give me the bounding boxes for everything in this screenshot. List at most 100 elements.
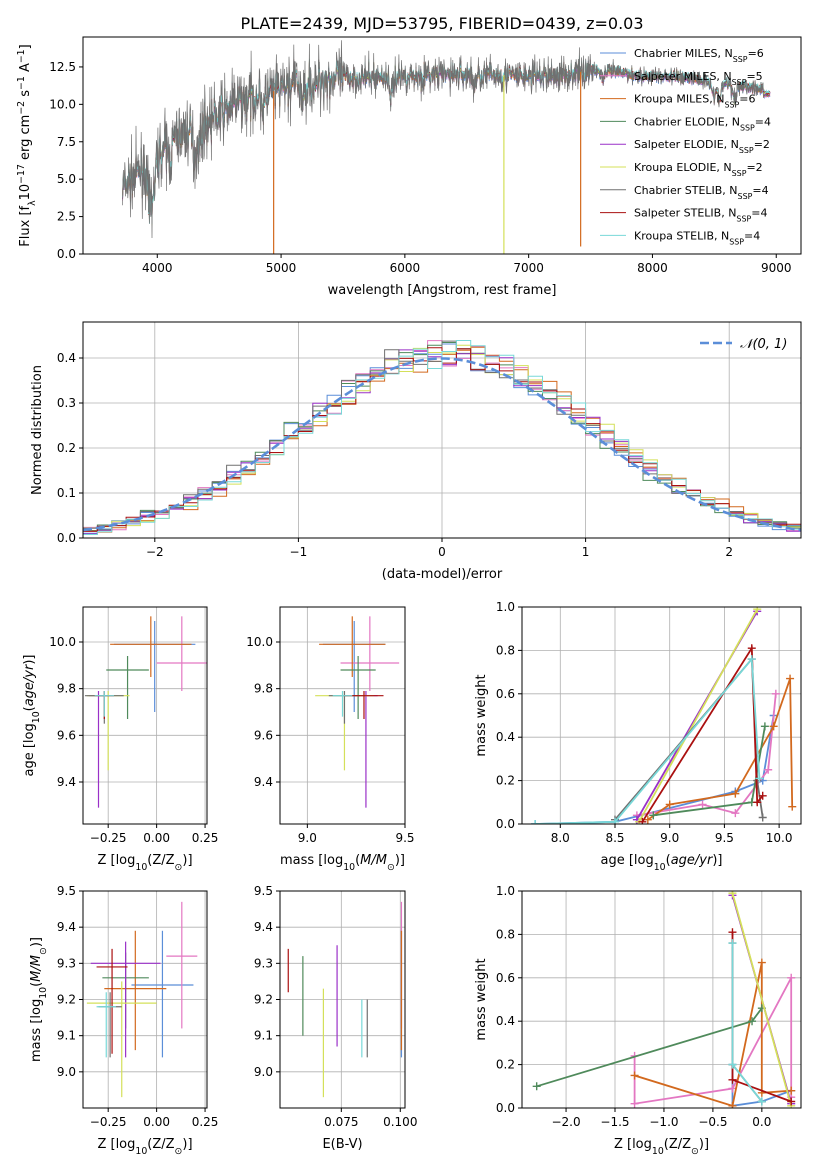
legend-label: Kroupa MILES, NSSP=6 [634,93,755,110]
series-marker [728,939,737,948]
y-tick-label: 5.0 [57,172,76,186]
series-marker [769,722,778,731]
y-tick-label: 0.2 [57,441,76,455]
series-marker [787,1086,796,1095]
panel-weight-z: −2.0 −1.5 −1.0 −0.5 0.0 0.0 0.2 0.4 0.6 0.8 1.0 Z [… [474,884,802,1157]
series-marker [758,791,767,800]
series-marker [758,813,767,822]
axes-frame [521,890,802,1109]
x-tick-label: 4000 [142,261,173,275]
y-axis-label: Normed distribution [30,365,45,495]
y-tick-label: 9.3 [57,956,76,970]
y-tick-label: 7.5 [57,135,76,149]
series-marker [755,774,764,783]
y-axis-label: mass weight [474,958,489,1040]
x-tick-label: −2 [146,545,164,559]
figure-title: PLATE=2439, MJD=53795, FIBERID=0439, z=0… [240,14,643,33]
x-axis-label: age [log10(age/yr)] [600,853,722,873]
y-axis-label: mass [log10(M/M⊙)] [29,937,49,1062]
series-marker [787,1097,796,1106]
y-tick-label: 9.5 [254,884,273,898]
y-tick-label: 9.5 [57,884,76,898]
x-tick-label: 9.0 [298,831,317,845]
x-tick-label: 0.25 [192,1115,219,1129]
panel-hist: −2 −1 0 1 2 0.0 0.1 0.2 0.3 0.4 (data-model)/error… [30,321,802,582]
legend-label: Chabrier STELIB, NSSP=4 [634,184,769,201]
x-tick-label: 0.0 [752,1115,771,1129]
y-tick-label: 1.0 [496,600,515,614]
series-marker [630,1099,639,1108]
plot-area-hist [83,322,801,538]
x-tick-label: 9.5 [395,831,414,845]
x-tick-label: 9.5 [715,831,734,845]
y-tick-label: 9.4 [254,775,273,789]
x-tick-label: −1 [290,545,308,559]
x-tick-label: −0.25 [90,831,127,845]
histogram-kroupa_stelib [83,340,801,535]
x-tick-label: 0.25 [192,831,219,845]
series-marker [698,800,707,809]
x-tick-label: −2.0 [551,1115,580,1129]
x-tick-label: 0.00 [143,831,170,845]
panel-spectrum: 4000 5000 6000 7000 8000 9000 0.0 2.5 5.0 7.5 10.0… [16,36,802,298]
legend-label: Kroupa STELIB, NSSP=4 [634,229,760,246]
series-marker [757,1097,766,1106]
y-tick-label: 0.6 [496,971,515,985]
y-tick-label: 9.6 [254,728,273,742]
panel-age-mass: 9.0 9.5 9.4 9.6 9.8 10.0 mass [log10(M/M⊙)] [246,606,415,873]
series-marker [757,958,766,967]
y-tick-label: 0.0 [57,531,76,545]
panel-age-z: −0.25 0.00 0.25 9.4 9.6 9.8 10.0 Z [log10(Z/Z⊙)… [22,606,219,873]
y-tick-label: 9.4 [57,920,76,934]
series-marker [728,1101,737,1108]
legend-label: Chabrier MILES, NSSP=6 [634,47,764,64]
series-marker [728,1075,737,1084]
y-tick-label: 0.2 [496,774,515,788]
x-axis-label: mass [log10(M/M⊙)] [280,853,405,873]
y-tick-label: 10.0 [246,635,273,649]
y-tick-label: 0.0 [496,1101,515,1115]
x-axis-label: Z [log10(Z/Z⊙)] [614,1137,709,1157]
y-axis-label: Flux [fλ10−17 erg cm−2 s−1 A−1] [16,44,38,246]
x-axis-label: E(B-V) [322,1137,362,1152]
legend-label: Kroupa ELODIE, NSSP=2 [634,161,763,178]
legend: Chabrier MILES, NSSP=6 Salpeter MILES, NS… [600,47,771,246]
series-marker [731,809,740,818]
series-marker [753,798,762,807]
series-marker [611,817,619,824]
series-marker [531,820,540,824]
plot-area-mass-ebv [280,891,405,1108]
x-tick-label: 8.5 [605,831,624,845]
y-tick-label: 0.2 [496,1058,515,1072]
x-tick-label: 2 [725,545,733,559]
series-line-kroupa_elodie [638,608,758,823]
histogram-salpeter_stelib [83,347,801,533]
series-marker [643,815,652,824]
y-tick-label: 1.0 [496,884,515,898]
y-axis-label: mass weight [474,674,489,756]
y-tick-label: 0.3 [57,396,76,410]
axes-frame [82,606,208,825]
y-tick-label: 10.0 [49,635,76,649]
panel-mass-z: −0.25 0.00 0.25 9.0 9.1 9.2 9.3 9.4 9.5 Z [log10(… [29,884,218,1157]
legend-label: Salpeter MILES, NSSP=5 [634,70,763,87]
y-tick-label: 9.2 [57,993,76,1007]
y-tick-label: 9.8 [254,682,273,696]
y-tick-label: 9.0 [57,1065,76,1079]
panel-weight-age: 8.0 8.5 9.0 9.5 10.0 0.0 0.2 0.4 0.6 0.8 1.0 age [l… [474,600,802,873]
x-tick-label: 8000 [637,261,668,275]
x-tick-label: 9000 [761,261,792,275]
x-axis-label: wavelength [Angstrom, rest frame] [328,283,557,298]
plot-area-mass-z [83,891,207,1108]
series-marker [728,928,737,937]
y-tick-label: 9.2 [254,993,273,1007]
series-marker [731,789,740,798]
y-tick-label: 9.8 [57,682,76,696]
plot-area-age-mass [280,607,405,824]
y-tick-label: 0.6 [496,687,515,701]
y-tick-label: 9.4 [254,920,273,934]
y-axis-label: age [log10(age/yr)] [22,654,42,776]
y-tick-label: 9.3 [254,956,273,970]
series-marker [760,722,769,731]
